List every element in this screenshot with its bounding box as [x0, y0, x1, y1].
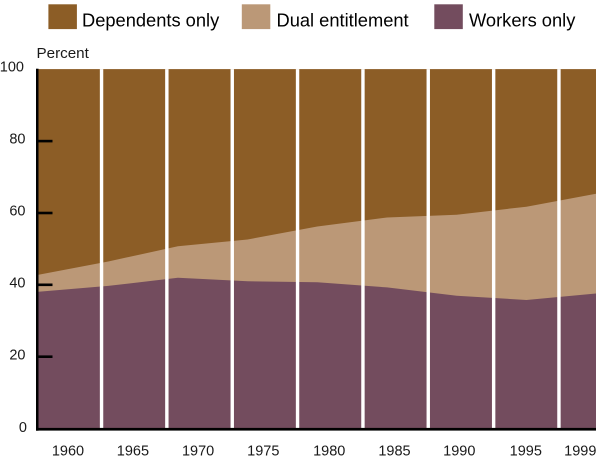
- svg-text:0: 0: [19, 420, 27, 436]
- svg-text:60: 60: [9, 204, 25, 220]
- svg-text:Dual entitlement: Dual entitlement: [277, 10, 409, 31]
- svg-text:1965: 1965: [117, 443, 149, 459]
- svg-text:1960: 1960: [52, 443, 84, 459]
- svg-text:80: 80: [9, 132, 25, 148]
- svg-text:1985: 1985: [378, 443, 410, 459]
- svg-text:1990: 1990: [443, 443, 475, 459]
- svg-text:1970: 1970: [182, 443, 214, 459]
- svg-text:40: 40: [9, 276, 25, 292]
- svg-text:1975: 1975: [247, 443, 279, 459]
- svg-text:Dependents only: Dependents only: [82, 10, 220, 31]
- svg-text:1995: 1995: [510, 443, 542, 459]
- svg-text:100: 100: [0, 60, 24, 76]
- svg-text:Percent: Percent: [37, 45, 90, 62]
- svg-text:20: 20: [9, 348, 25, 364]
- svg-text:Workers only: Workers only: [469, 10, 576, 31]
- svg-text:1999: 1999: [564, 443, 596, 459]
- svg-text:1980: 1980: [313, 443, 345, 459]
